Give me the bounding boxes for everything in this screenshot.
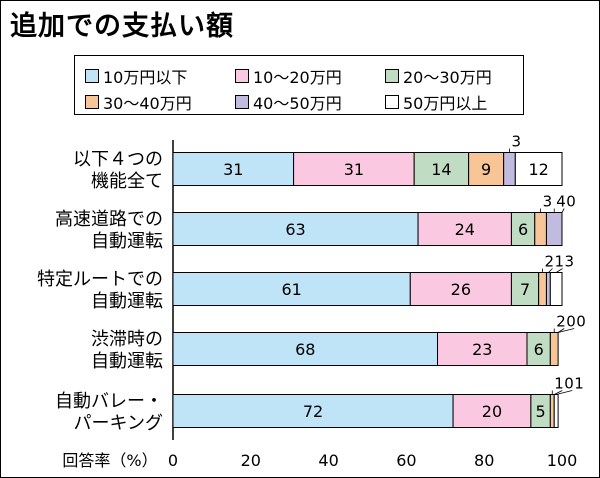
category-label-5-line-1: 自動バレー・ [55, 391, 163, 412]
x-tick-label-20: 20 [241, 451, 261, 470]
category-label-3-line-2: 自動運転 [91, 291, 163, 312]
value-label-3-series-2: 26 [451, 280, 471, 299]
category-label-2-line-2: 自動運転 [91, 231, 163, 252]
legend-label-6: 50万円以上 [403, 94, 488, 113]
category-label-4-line-1: 渋滞時の [91, 329, 163, 350]
legend-item-3: 20～30万円 [385, 64, 492, 88]
bar-3-series-3 [510, 272, 540, 306]
bar-3-series-1 [172, 272, 411, 306]
legend-swatch-2 [235, 69, 249, 83]
value-label-2-series-4: 3 [543, 193, 553, 211]
bar-1-series-6 [514, 152, 563, 186]
legend: 10万円以下 10～20万円 20～30万円 30～40万円 40～50万円 5… [74, 55, 524, 115]
legend-label-5: 40～50万円 [253, 94, 342, 113]
legend-label-4: 30～40万円 [103, 94, 192, 113]
leader-line-4-series-6 [558, 328, 575, 333]
value-label-2-series-1: 63 [285, 220, 305, 239]
value-label-5-series-3: 5 [536, 402, 546, 421]
x-tick-label-60: 60 [396, 451, 416, 470]
value-label-1-series-1: 31 [223, 160, 243, 179]
bar-1-series-3 [413, 152, 470, 186]
legend-item-2: 10～20万円 [235, 64, 342, 88]
value-label-1-series-6: 12 [528, 160, 548, 179]
chart-title: 追加での支払い額 [10, 11, 234, 42]
leader-line-3-series-5 [548, 268, 553, 273]
value-label-4-series-3: 6 [534, 340, 544, 359]
legend-swatch-5 [235, 95, 249, 109]
leader-line-2-series-6 [561, 208, 565, 213]
bar-3-series-2 [409, 272, 512, 306]
legend-swatch-3 [385, 69, 399, 83]
x-tick-label-80: 80 [474, 451, 494, 470]
legend-label-1: 10万円以下 [103, 68, 188, 87]
leader-line-3-series-6 [555, 268, 563, 273]
bar-1-series-1 [172, 152, 295, 186]
value-label-1-series-2: 31 [344, 160, 364, 179]
bar-3-series-6 [549, 272, 563, 306]
category-label-2-line-1: 高速道路での [55, 209, 163, 230]
category-label-4-line-2: 自動運転 [91, 351, 163, 372]
x-axis-title: 回答率（%） [62, 451, 157, 470]
value-label-5-series-2: 20 [482, 402, 502, 421]
value-label-2-series-2: 24 [455, 220, 475, 239]
x-tick-label-40: 40 [318, 451, 338, 470]
value-label-4-series-1: 68 [295, 340, 315, 359]
value-label-2-series-5: 4 [556, 193, 566, 211]
value-label-5-series-4: 1 [554, 375, 564, 393]
value-label-4-series-6: 0 [576, 313, 586, 331]
leader-line-5-series-5 [554, 390, 563, 395]
legend-label-3: 20～30万円 [403, 68, 492, 87]
bar-2-series-4 [534, 212, 547, 246]
category-label-3-line-1: 特定ルートでの [37, 269, 163, 290]
value-label-3-series-1: 61 [281, 280, 301, 299]
bar-4-series-1 [172, 332, 439, 366]
bar-2-series-1 [172, 212, 419, 246]
bar-1-series-2 [293, 152, 415, 186]
bar-3-series-5 [545, 272, 551, 306]
legend-swatch-1 [85, 69, 99, 83]
bar-1-series-4 [468, 152, 505, 186]
leader-line-5-series-6 [556, 390, 573, 395]
bar-4-series-2 [437, 332, 528, 366]
value-label-3-series-5: 1 [555, 253, 565, 271]
legend-item-5: 40～50万円 [235, 90, 342, 114]
bar-5-series-1 [172, 394, 454, 428]
value-label-3-series-4: 2 [545, 253, 555, 271]
legend-item-6: 50万円以上 [385, 90, 487, 114]
category-label-5-line-2: パーキング [74, 413, 163, 434]
bar-5-series-4 [549, 394, 555, 428]
legend-item-1: 10万円以下 [85, 64, 187, 88]
legend-label-2: 10～20万円 [253, 68, 342, 87]
value-label-2-series-6: 0 [566, 193, 576, 211]
value-label-2-series-3: 6 [518, 220, 528, 239]
bar-2-series-5 [545, 212, 563, 246]
x-tick-label-0: 0 [168, 451, 178, 470]
legend-swatch-6 [385, 95, 399, 109]
value-label-5-series-5: 0 [564, 375, 574, 393]
legend-swatch-4 [85, 95, 99, 109]
leader-line-4-series-5 [557, 328, 565, 333]
x-tick-label-100: 100 [547, 451, 578, 470]
value-label-3-series-6: 3 [565, 253, 575, 271]
category-label-1-line-1: 以下４つの [73, 149, 163, 170]
value-label-5-series-1: 72 [303, 402, 323, 421]
value-label-1-series-4: 9 [481, 160, 491, 179]
bar-3-series-4 [538, 272, 547, 306]
bar-5-series-6 [553, 394, 559, 428]
value-label-4-series-5: 0 [566, 313, 576, 331]
value-label-5-series-6: 1 [574, 375, 584, 393]
value-label-1-series-3: 14 [431, 160, 451, 179]
value-label-1-series-5: 3 [511, 133, 521, 151]
category-label-1-line-2: 機能全て [91, 171, 163, 192]
value-label-3-series-3: 7 [520, 280, 530, 299]
value-label-4-series-4: 2 [556, 313, 566, 331]
value-label-4-series-2: 23 [472, 340, 492, 359]
legend-item-4: 30～40万円 [85, 90, 192, 114]
bar-4-series-4 [549, 332, 559, 366]
bar-1-series-5 [503, 152, 516, 186]
